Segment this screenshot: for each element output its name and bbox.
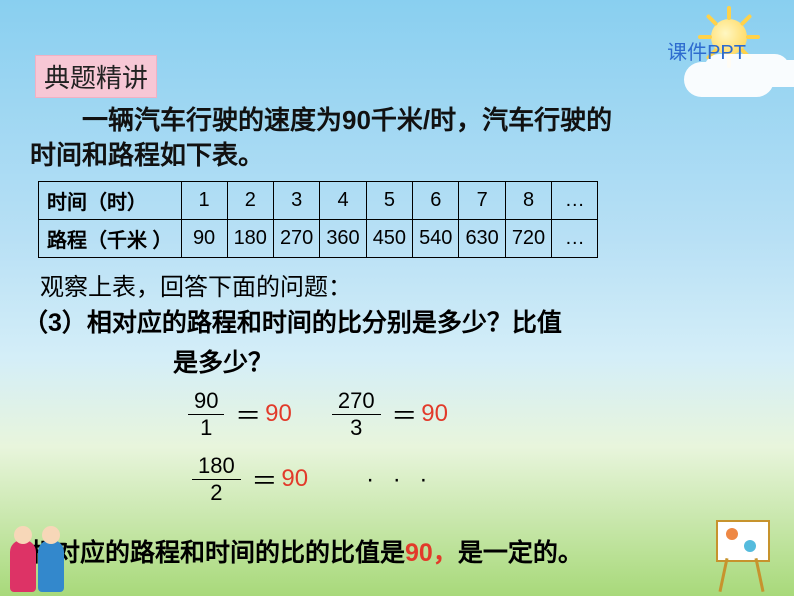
table-cell: 720 (505, 220, 551, 258)
kid-2 (38, 540, 64, 592)
sun-ray (740, 14, 753, 27)
equation-result: 90 (281, 465, 308, 492)
table-cell: 630 (459, 220, 505, 258)
problem-statement: 一辆汽车行驶的速度为90千米/时，汽车行驶的 时间和路程如下表。 (30, 103, 764, 173)
table-cell: 360 (320, 220, 366, 258)
kids-decoration (4, 506, 94, 596)
equation-result: 90 (265, 400, 292, 427)
sun-ray (727, 6, 731, 20)
equation-2: 270 3 ＝90 (332, 388, 448, 441)
question3: （3）相对应的路程和时间的比分别是多少？比值 是多少？ (23, 303, 562, 383)
fraction-den: 3 (332, 415, 381, 441)
table-cell: 450 (366, 220, 412, 258)
easel-leg (718, 558, 728, 592)
table-cell: 8 (505, 182, 551, 220)
problem-line2: 时间和路程如下表。 (30, 138, 764, 173)
cloud-decoration (684, 62, 774, 97)
table-cell: 5 (366, 182, 412, 220)
conclusion-post: 是一定的。 (458, 539, 583, 567)
ellipsis-dots: · · · (366, 466, 433, 494)
equation-result: 90 (421, 400, 448, 427)
fraction-num: 180 (192, 453, 241, 480)
fraction-1: 90 1 (188, 388, 224, 441)
easel-leg (754, 558, 764, 592)
equals-sign: ＝ (251, 466, 277, 496)
equation-row-1: 90 1 ＝90 270 3 ＝90 (188, 388, 448, 441)
observe-text: 观察上表，回答下面的问题： (40, 267, 352, 302)
table-cell: 7 (459, 182, 505, 220)
equals-sign: ＝ (391, 401, 417, 431)
row-label-distance: 路程（千米 ） (39, 220, 182, 258)
conclusion: 相对应的路程和时间的比的比值是90，是一定的。 (30, 533, 583, 569)
easel-decoration (710, 518, 784, 592)
table-cell: 90 (181, 220, 227, 258)
easel-board (716, 520, 770, 562)
question3-sub: 是多少？ (173, 343, 562, 383)
equation-1: 90 1 ＝90 (188, 388, 292, 441)
kid-head (42, 526, 60, 544)
equation-3: 180 2 ＝90 (192, 453, 308, 506)
table-cell: 4 (320, 182, 366, 220)
equations-area: 90 1 ＝90 270 3 ＝90 180 2 ＝90 · · · (188, 388, 448, 518)
fraction-3: 180 2 (192, 453, 241, 506)
table-row: 时间（时） 1 2 3 4 5 6 7 8 … (39, 182, 598, 220)
table-cell: 2 (227, 182, 273, 220)
sun-ray (746, 35, 760, 39)
table-cell: 270 (273, 220, 319, 258)
fraction-den: 1 (188, 415, 224, 441)
table-cell: 1 (181, 182, 227, 220)
section-title: 典题精讲 (35, 55, 157, 98)
table-cell: 3 (273, 182, 319, 220)
fraction-den: 2 (192, 480, 241, 506)
table-cell: 180 (227, 220, 273, 258)
equals-sign: ＝ (235, 401, 261, 431)
flower-icon (726, 528, 738, 540)
table-cell: 6 (413, 182, 459, 220)
flower-icon (744, 540, 756, 552)
data-table: 时间（时） 1 2 3 4 5 6 7 8 … 路程（千米 ） 90 180 2… (38, 181, 598, 258)
sun-ray (706, 14, 719, 27)
table-cell: … (552, 182, 598, 220)
fraction-num: 270 (332, 388, 381, 415)
course-label: 课件PPT (667, 36, 746, 65)
kid-1 (10, 540, 36, 592)
conclusion-value: 90， (405, 539, 458, 567)
question3-main: （3）相对应的路程和时间的比分别是多少？比值 (23, 303, 562, 343)
problem-line1: 一辆汽车行驶的速度为90千米/时，汽车行驶的 (30, 103, 764, 138)
fraction-2: 270 3 (332, 388, 381, 441)
equation-row-2: 180 2 ＝90 · · · (192, 453, 448, 506)
table-cell: 540 (413, 220, 459, 258)
table-cell: … (552, 220, 598, 258)
fraction-num: 90 (188, 388, 224, 415)
table-row: 路程（千米 ） 90 180 270 360 450 540 630 720 … (39, 220, 598, 258)
kid-head (14, 526, 32, 544)
row-label-time: 时间（时） (39, 182, 182, 220)
